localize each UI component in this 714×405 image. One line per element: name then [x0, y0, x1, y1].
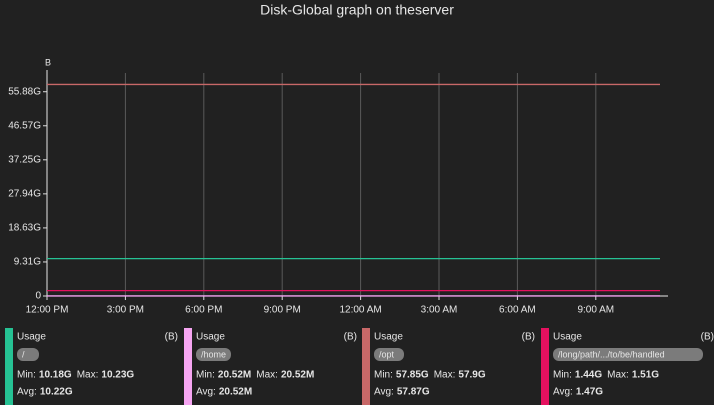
legend-swatch — [184, 328, 192, 405]
legend-name: / — [22, 349, 25, 359]
x-tick-label: 9:00 PM — [264, 305, 301, 316]
x-tick-label: 12:00 AM — [339, 305, 381, 316]
legend-name: /opt — [379, 349, 395, 359]
legend-stat-value: 1.51G — [632, 370, 659, 381]
legend-title: Usage — [17, 332, 46, 343]
legend-unit: (B) — [344, 332, 357, 343]
y-tick-label: 27.94G — [8, 189, 41, 200]
y-tick-label: 37.25G — [8, 154, 41, 165]
legend-stat-value: 10.23G — [101, 370, 134, 381]
y-tick-label: 18.63G — [8, 223, 41, 234]
legend-stat-label: Min: — [553, 370, 572, 381]
legend-stat-value: 20.52M — [281, 370, 314, 381]
legend-title: Usage — [196, 332, 225, 343]
x-tick-label: 3:00 PM — [107, 305, 144, 316]
legend-stat-value: 57.85G — [396, 370, 429, 381]
legend-title: Usage — [374, 332, 403, 343]
y-axis-label: B — [45, 57, 51, 67]
legend-stat-value: 57.9G — [458, 370, 485, 381]
legend-stat-label: Min: — [17, 370, 36, 381]
legend-stat-label: Max: — [607, 370, 629, 381]
y-tick-label: 46.57G — [8, 120, 41, 131]
legend-title: Usage — [553, 332, 582, 343]
x-tick-label: 9:00 AM — [577, 305, 614, 316]
legend-stat-label: Max: — [434, 370, 456, 381]
legend-stat-value: 20.52M — [219, 387, 252, 398]
legend-name-pill — [553, 348, 703, 361]
legend-name-pill — [374, 348, 404, 361]
legend-name: /long/path/.../to/be/handled — [558, 349, 665, 359]
y-tick-label: 9.31G — [14, 257, 41, 268]
x-tick-label: 6:00 PM — [185, 305, 222, 316]
legend-name-pill — [17, 348, 39, 361]
legend-name-pill — [196, 348, 231, 361]
legend-stat-value: 1.47G — [576, 387, 603, 398]
y-tick-label: 0 — [35, 291, 41, 302]
legend-stat-label: Avg: — [553, 387, 573, 398]
legend-stat-label: Min: — [374, 370, 393, 381]
legend-stat-label: Avg: — [374, 387, 394, 398]
legend-unit: (B) — [522, 332, 535, 343]
legend-swatch — [541, 328, 549, 405]
x-tick-label: 12:00 PM — [26, 305, 69, 316]
legend-stat-value: 10.18G — [39, 370, 72, 381]
legend-stat-value: 1.44G — [575, 370, 602, 381]
legend-swatch — [362, 328, 370, 405]
legend-unit: (B) — [165, 332, 178, 343]
legend-stat-label: Max: — [256, 370, 278, 381]
legend-stat-label: Max: — [77, 370, 99, 381]
legend-stat-value: 20.52M — [218, 370, 251, 381]
y-tick-label: 55.88G — [8, 86, 41, 97]
legend-stat-label: Avg: — [196, 387, 216, 398]
legend-name: /home — [201, 349, 226, 359]
x-tick-label: 6:00 AM — [499, 305, 536, 316]
legend-stat-value: 57.87G — [397, 387, 430, 398]
chart-title: Disk-Global graph on theserver — [260, 2, 454, 18]
legend-swatch — [5, 328, 13, 405]
legend-stat-label: Min: — [196, 370, 215, 381]
legend-stat-value: 10.22G — [40, 387, 73, 398]
legend-stat-label: Avg: — [17, 387, 37, 398]
legend-unit: (B) — [701, 332, 714, 343]
x-tick-label: 3:00 AM — [421, 305, 458, 316]
